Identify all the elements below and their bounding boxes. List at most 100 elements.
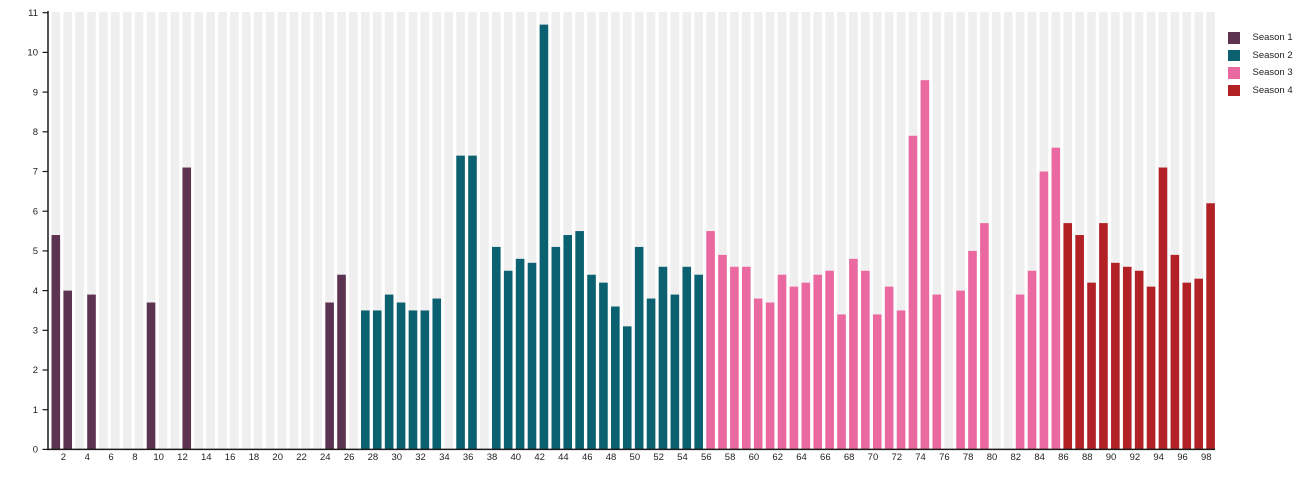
bar-season-3-episode-67 — [837, 314, 846, 450]
x-tick-label: 36 — [463, 452, 474, 463]
bar-season-3-episode-57 — [718, 254, 727, 450]
background-stripe — [789, 12, 799, 450]
background-stripe — [825, 12, 834, 450]
bar-season-3-episode-64 — [801, 282, 811, 450]
x-tick-label: 34 — [439, 452, 450, 463]
bar-season-2-episode-48 — [611, 306, 620, 450]
bar-season-3-episode-65 — [813, 274, 823, 450]
background-stripe — [337, 12, 346, 450]
bar-season-3-episode-63 — [789, 286, 799, 450]
bar-season-2-episode-33 — [432, 298, 442, 450]
x-tick-label: 74 — [915, 452, 926, 463]
x-tick-label: 20 — [272, 452, 283, 463]
background-stripe — [206, 12, 215, 450]
x-tick-label: 80 — [987, 452, 998, 463]
x-tick-label: 96 — [1177, 452, 1188, 463]
background-stripe — [575, 12, 584, 450]
legend: Season 1 Season 2 Season 3 Season 4 — [1228, 32, 1293, 102]
bar-season-4-episode-93 — [1146, 286, 1156, 450]
y-tick-label: 1 — [33, 405, 38, 416]
background-stripe — [813, 12, 823, 450]
bar-season-3-episode-56 — [706, 231, 715, 450]
x-tick-label: 28 — [368, 452, 379, 463]
bar-season-3-episode-61 — [765, 302, 775, 450]
background-stripe — [682, 12, 692, 450]
bar-season-4-episode-98 — [1206, 203, 1215, 450]
background-stripe — [313, 12, 323, 450]
x-tick-label: 90 — [1106, 452, 1117, 463]
x-tick-label: 54 — [677, 452, 688, 463]
bar-season-2-episode-29 — [384, 294, 394, 450]
x-tick-label: 56 — [701, 452, 712, 463]
background-stripe — [134, 12, 144, 450]
background-stripe — [1122, 12, 1132, 450]
bar-season-3-episode-66 — [825, 270, 834, 450]
bar-season-3-episode-69 — [861, 270, 870, 450]
bar-season-1-episode-25 — [337, 274, 346, 450]
background-stripe — [968, 12, 977, 450]
background-stripe — [170, 12, 180, 450]
x-tick-label: 18 — [249, 452, 260, 463]
background-stripe — [122, 12, 132, 450]
background-stripe — [777, 12, 787, 450]
bar-season-4-episode-90 — [1111, 262, 1120, 450]
background-stripe — [599, 12, 608, 450]
y-tick-label: 7 — [33, 167, 38, 178]
bar-season-2-episode-44 — [563, 235, 573, 450]
background-stripe — [587, 12, 596, 450]
background-stripe — [1170, 12, 1180, 450]
background-stripe — [63, 12, 73, 450]
bar-season-2-episode-32 — [420, 310, 430, 450]
bar-season-2-episode-35 — [456, 155, 465, 450]
bar-season-2-episode-31 — [408, 310, 418, 450]
legend-label-season-2: Season 2 — [1252, 49, 1293, 61]
bar-season-2-episode-50 — [634, 246, 644, 450]
background-stripe — [218, 12, 227, 450]
y-tick-label: 2 — [33, 365, 38, 376]
x-tick-label: 16 — [225, 452, 236, 463]
bar-season-2-episode-49 — [622, 326, 632, 450]
background-stripe — [932, 12, 942, 450]
background-stripe — [396, 12, 406, 450]
x-tick-label: 48 — [606, 452, 617, 463]
bar-season-2-episode-54 — [682, 266, 692, 450]
y-tick-label: 10 — [27, 48, 38, 59]
x-tick-label: 8 — [132, 452, 137, 463]
bar-season-3-episode-79 — [980, 223, 989, 450]
x-tick-label: 58 — [725, 452, 736, 463]
background-stripe — [896, 12, 906, 450]
bar-season-3-episode-74 — [920, 80, 930, 450]
x-tick-label: 86 — [1058, 452, 1069, 463]
background-stripe — [384, 12, 394, 450]
bar-season-4-episode-88 — [1087, 282, 1096, 450]
background-stripe — [706, 12, 715, 450]
y-tick-label: 8 — [33, 127, 38, 138]
background-stripe — [75, 12, 84, 450]
background-stripe — [837, 12, 846, 450]
x-tick-label: 42 — [534, 452, 545, 463]
x-tick-label: 22 — [296, 452, 307, 463]
background-stripe — [611, 12, 620, 450]
bar-season-2-episode-28 — [372, 310, 382, 450]
bar-season-2-episode-42 — [539, 24, 549, 450]
x-tick-label: 30 — [391, 452, 402, 463]
legend-swatch-season-2-icon — [1228, 49, 1240, 62]
bar-season-1-episode-9 — [146, 302, 156, 450]
background-stripe — [551, 12, 561, 450]
background-stripe — [194, 12, 203, 450]
bar-season-4-episode-97 — [1194, 278, 1203, 450]
bar-season-3-episode-85 — [1051, 147, 1061, 450]
x-tick-label: 72 — [891, 452, 902, 463]
legend-item-season-2: Season 2 — [1228, 49, 1293, 62]
background-stripe — [1075, 12, 1084, 450]
x-tick-label: 88 — [1082, 452, 1093, 463]
background-stripe — [670, 12, 680, 450]
y-tick-label: 4 — [33, 286, 38, 297]
background-stripe — [111, 12, 120, 450]
x-tick-label: 6 — [108, 452, 113, 463]
background-stripe — [301, 12, 311, 450]
background-stripe — [622, 12, 632, 450]
bar-season-4-episode-96 — [1182, 282, 1192, 450]
legend-label-season-3: Season 3 — [1252, 67, 1293, 79]
background-stripe — [515, 12, 525, 450]
